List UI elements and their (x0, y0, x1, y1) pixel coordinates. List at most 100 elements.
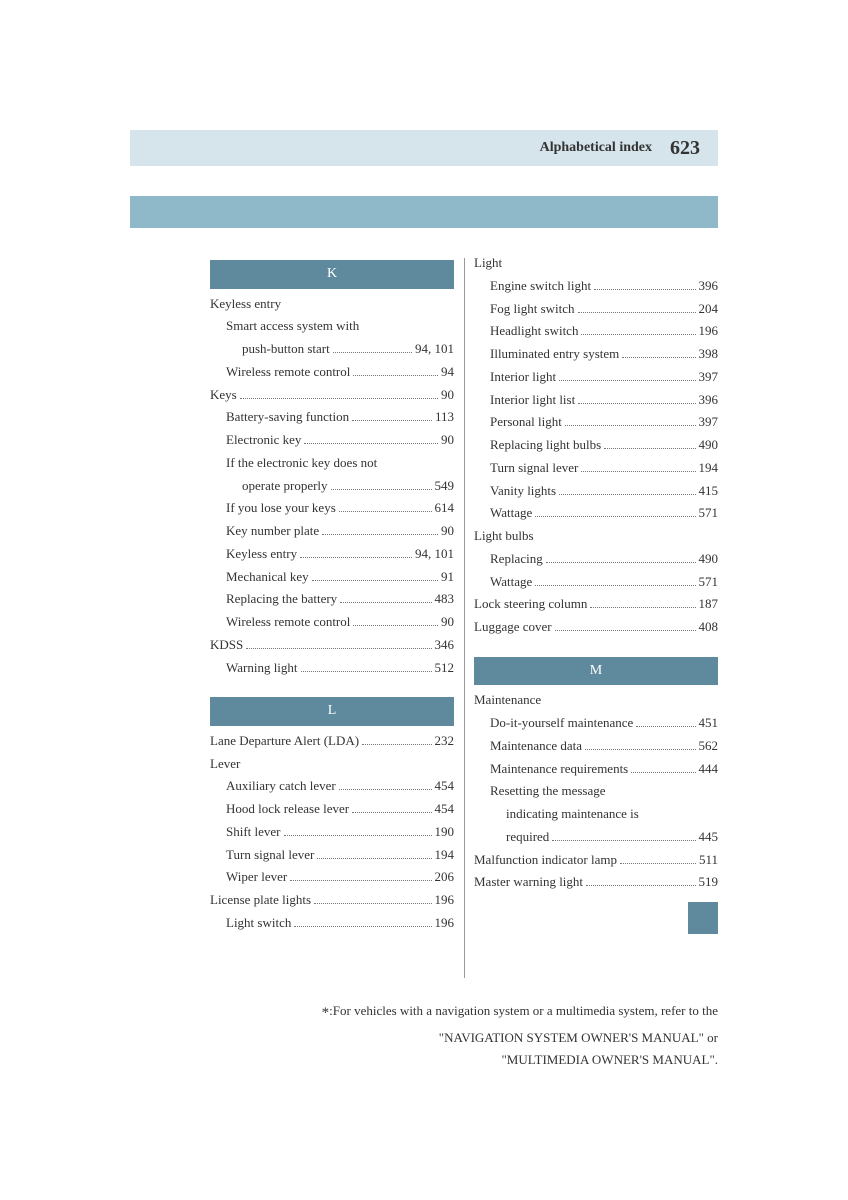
leader-dots (552, 840, 695, 841)
index-label: Keyless entry (226, 543, 297, 566)
index-label: Maintenance requirements (490, 758, 628, 781)
index-page-ref: 206 (435, 866, 455, 889)
leader-dots (535, 516, 695, 517)
index-page-ref: 190 (435, 821, 455, 844)
right-column: LightEngine switch light396Fog light swi… (474, 252, 718, 960)
leader-dots (578, 312, 696, 313)
index-page-ref: 94 (441, 361, 454, 384)
index-label: Shift lever (226, 821, 281, 844)
index-page-ref: 571 (699, 502, 719, 525)
index-label: Master warning light (474, 871, 583, 894)
leader-dots (333, 352, 412, 353)
footnote-line-2: "NAVIGATION SYSTEM OWNER'S MANUAL" or (439, 1030, 718, 1045)
index-label: Keys (210, 384, 237, 407)
index-page-ref: 408 (699, 616, 719, 639)
index-label: Lever (210, 753, 240, 776)
index-label: If the electronic key does not (226, 452, 377, 475)
leader-dots (322, 534, 438, 535)
index-entry: Turn signal lever194 (210, 844, 454, 867)
index-entry: Fog light switch204 (474, 298, 718, 321)
leader-dots (578, 403, 695, 404)
index-entry: Wireless remote control90 (210, 611, 454, 634)
index-label: push-button start (242, 338, 330, 361)
index-page-ref: 512 (435, 657, 455, 680)
index-label: Turn signal lever (490, 457, 578, 480)
index-entry: Malfunction indicator lamp511 (474, 849, 718, 872)
index-label: Malfunction indicator lamp (474, 849, 617, 872)
index-label: Electronic key (226, 429, 301, 452)
leader-dots (353, 625, 438, 626)
index-label: Engine switch light (490, 275, 591, 298)
index-label: Lane Departure Alert (LDA) (210, 730, 359, 753)
index-page-ref: 187 (699, 593, 719, 616)
index-entry: Wireless remote control94 (210, 361, 454, 384)
leader-dots (604, 448, 695, 449)
index-entry: Light switch196 (210, 912, 454, 935)
index-heading: Maintenance (474, 689, 718, 712)
index-page-ref: 415 (699, 480, 719, 503)
index-entry: Wattage571 (474, 502, 718, 525)
leader-dots (331, 489, 432, 490)
index-page-ref: 346 (435, 634, 455, 657)
leader-dots (300, 557, 412, 558)
index-entry: If you lose your keys614 (210, 497, 454, 520)
leader-dots (636, 726, 695, 727)
leader-dots (317, 858, 431, 859)
index-label: Mechanical key (226, 566, 309, 589)
leader-dots (362, 744, 431, 745)
leader-dots (314, 903, 431, 904)
index-label: operate properly (242, 475, 328, 498)
leader-dots (622, 357, 695, 358)
index-label: KDSS (210, 634, 243, 657)
index-label: Luggage cover (474, 616, 552, 639)
index-page-ref: 196 (699, 320, 719, 343)
index-entry: Master warning light 519 (474, 871, 718, 894)
page-number: 623 (670, 137, 700, 160)
index-label: Replacing light bulbs (490, 434, 601, 457)
index-entry: operate properly 549 (210, 475, 454, 498)
index-entry: KDSS 346 (210, 634, 454, 657)
index-page-ref: 90 (441, 384, 454, 407)
index-label: Headlight switch (490, 320, 578, 343)
index-entry: License plate lights196 (210, 889, 454, 912)
index-label: required (506, 826, 549, 849)
index-entry: Key number plate90 (210, 520, 454, 543)
index-page-ref: 571 (699, 571, 719, 594)
index-page-ref: 232 (435, 730, 455, 753)
index-page-ref: 397 (699, 411, 719, 434)
index-label: Do-it-yourself maintenance (490, 712, 633, 735)
index-page-ref: 519 (699, 871, 719, 894)
leader-dots (304, 443, 438, 444)
leader-dots (559, 494, 695, 495)
section-letter: L (210, 697, 454, 726)
index-page-ref: 490 (699, 548, 719, 571)
index-page-ref: 113 (435, 406, 454, 429)
index-heading: Lever (210, 753, 454, 776)
index-entry: Keys 90 (210, 384, 454, 407)
index-label: Light bulbs (474, 525, 534, 548)
index-label: Auxiliary catch lever (226, 775, 336, 798)
leader-dots (565, 425, 696, 426)
index-page-ref: 454 (435, 798, 455, 821)
index-label: Replacing the battery (226, 588, 337, 611)
index-page-ref: 396 (699, 275, 719, 298)
index-entry: Battery-saving function113 (210, 406, 454, 429)
index-entry: Personal light397 (474, 411, 718, 434)
index-entry: Shift lever 190 (210, 821, 454, 844)
index-label: Warning light (226, 657, 298, 680)
index-page-ref: 549 (435, 475, 455, 498)
index-entry: Auxiliary catch lever454 (210, 775, 454, 798)
index-page-ref: 90 (441, 520, 454, 543)
index-page-ref: 397 (699, 366, 719, 389)
leader-dots (240, 398, 438, 399)
index-page-ref: 94, 101 (415, 338, 454, 361)
index-label: Replacing (490, 548, 543, 571)
index-page-ref: 444 (699, 758, 719, 781)
section-letter: M (474, 657, 718, 686)
index-entry: Smart access system with (210, 315, 454, 338)
footnote: *:For vehicles with a navigation system … (210, 1000, 718, 1071)
index-entry: required445 (474, 826, 718, 849)
index-entry: Warning light 512 (210, 657, 454, 680)
leader-dots (586, 885, 695, 886)
index-page-ref: 398 (699, 343, 719, 366)
